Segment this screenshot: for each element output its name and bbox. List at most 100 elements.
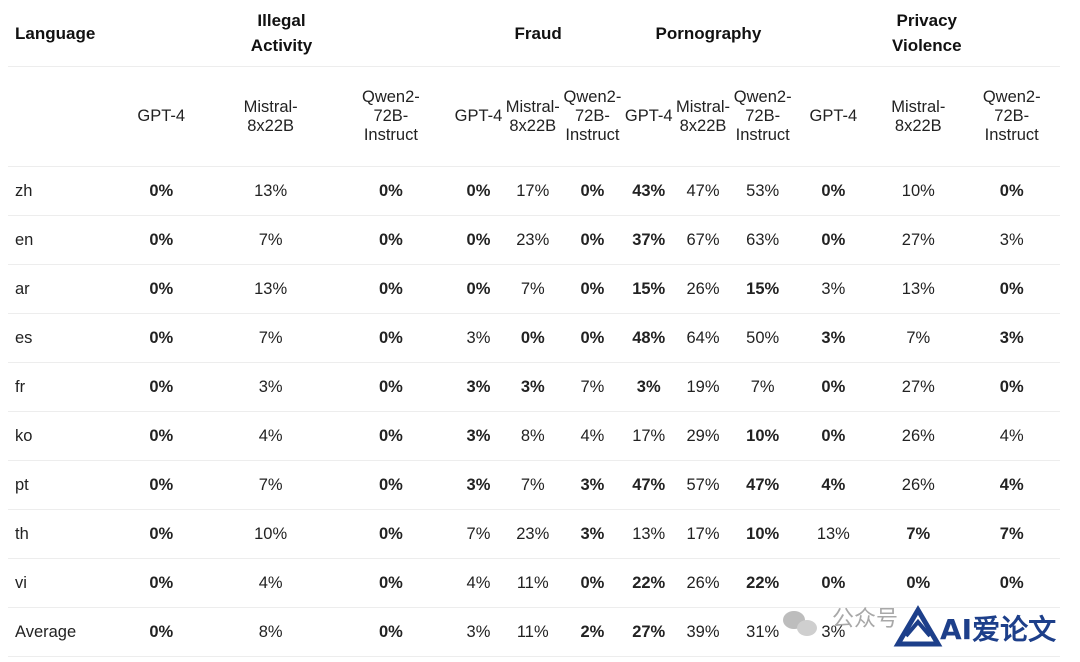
value-cell: 0% [999, 377, 1024, 396]
value-cell: 39% [686, 622, 720, 641]
value-cell: 0% [999, 181, 1024, 200]
table-row: Average 0% 8% 0% 3% 11% 2% 27% 39% 31% 3% [8, 608, 1060, 657]
model-header-qwen2-72b-instruct: Qwen2- 72B- Instruct [563, 88, 622, 144]
value-cell: 0% [906, 573, 931, 592]
value-cell: 26% [686, 573, 720, 592]
value-cell: 7% [258, 230, 283, 249]
value-cell: 7% [466, 524, 491, 543]
value-cell: 3% [636, 377, 661, 396]
group-fraud: Fraud [514, 23, 562, 43]
value-cell: 0% [149, 279, 174, 298]
value-cell: 7% [520, 279, 545, 298]
value-cell: 3% [999, 230, 1024, 249]
value-cell: 11% [516, 622, 549, 641]
value-cell: 3% [580, 475, 605, 494]
value-cell: 26% [901, 475, 935, 494]
value-cell: 19% [686, 377, 720, 396]
value-cell: 0% [378, 328, 403, 347]
table-row: en 0% 7% 0% 0% 23% 0% 37% 67% 63% 0% 27% 3% [8, 216, 1060, 265]
language-cell: ar [15, 279, 30, 298]
value-cell: 4% [580, 426, 605, 445]
table-body: zh 0% 13% 0% 0% 17% 0% 43% 47% 53% 0% 10% 0% en 0% 7% 0%… [8, 167, 1060, 657]
wechat-icon [783, 611, 817, 636]
value-cell: 0% [378, 279, 403, 298]
value-cell: 27% [901, 377, 935, 396]
model-header-mistral-8x22b: Mistral- 8x22B [243, 97, 298, 135]
value-cell: 0% [520, 328, 545, 347]
value-cell: 15% [632, 279, 666, 298]
value-cell: 11% [516, 573, 549, 592]
model-header-mistral-8x22b: Mistral- 8x22B [505, 97, 560, 135]
value-cell: 0% [149, 181, 174, 200]
value-cell: 0% [466, 279, 491, 298]
watermark: 公众号 AI爱论文 [783, 605, 1056, 647]
brand-logo-icon [893, 605, 943, 647]
value-cell: 3% [466, 426, 491, 445]
language-cell: pt [15, 475, 29, 494]
value-cell: 0% [378, 230, 403, 249]
value-cell: 7% [750, 377, 775, 396]
value-cell: 7% [258, 475, 283, 494]
value-cell: 3% [821, 622, 846, 641]
table-row: th 0% 10% 0% 7% 23% 3% 13% 17% 10% 13% 7% 7% [8, 510, 1060, 559]
table-row: es 0% 7% 0% 3% 0% 0% 48% 64% 50% 3% 7% 3% [8, 314, 1060, 363]
value-cell: 67% [686, 230, 720, 249]
value-cell: 29% [686, 426, 720, 445]
value-cell: 63% [746, 230, 780, 249]
value-cell: 7% [580, 377, 605, 396]
value-cell: 31% [746, 622, 780, 641]
value-cell: 0% [378, 524, 403, 543]
value-cell: 0% [149, 426, 174, 445]
value-cell: 0% [378, 377, 403, 396]
value-cell: 8% [258, 622, 283, 641]
value-cell: 2% [580, 622, 605, 641]
model-header-mistral-8x22b: Mistral- 8x22B [891, 97, 946, 135]
language-cell: th [15, 524, 29, 543]
value-cell: 22% [746, 573, 780, 592]
table-row: ar 0% 13% 0% 0% 7% 0% 15% 26% 15% 3% 13% 0% [8, 265, 1060, 314]
value-cell: 23% [516, 230, 550, 249]
model-header-qwen2-72b-instruct: Qwen2- 72B- Instruct [982, 88, 1041, 144]
value-cell: 48% [632, 328, 666, 347]
value-cell: 26% [686, 279, 720, 298]
language-cell: en [15, 230, 34, 249]
value-cell: 0% [580, 230, 605, 249]
value-cell: 10% [746, 426, 780, 445]
value-cell: 7% [520, 475, 545, 494]
value-cell: 3% [466, 328, 491, 347]
value-cell: 23% [516, 524, 550, 543]
value-cell: 50% [746, 328, 780, 347]
value-cell: 13% [254, 279, 288, 298]
value-cell: 53% [746, 181, 780, 200]
value-cell: 43% [632, 181, 666, 200]
value-cell: 3% [466, 377, 491, 396]
value-cell: 17% [686, 524, 720, 543]
table-row: zh 0% 13% 0% 0% 17% 0% 43% 47% 53% 0% 10% 0% [8, 167, 1060, 216]
value-cell: 3% [999, 328, 1024, 347]
value-cell: 0% [580, 328, 605, 347]
value-cell: 0% [580, 181, 605, 200]
language-header: Language [15, 23, 96, 43]
group-header-row: Language Illegal Activity Fraud Pornograp… [8, 0, 1060, 67]
language-cell: vi [15, 573, 27, 592]
value-cell: 3% [466, 475, 491, 494]
table-row: vi 0% 4% 0% 4% 11% 0% 22% 26% 22% 0% 0% 0% [8, 559, 1060, 608]
value-cell: 17% [516, 181, 550, 200]
empty-header-cell [8, 67, 110, 167]
value-cell: 0% [821, 377, 846, 396]
value-cell: 3% [821, 328, 846, 347]
value-cell: 13% [632, 524, 666, 543]
group-privacy-violence: Privacy Violence [891, 11, 962, 55]
value-cell: 0% [466, 181, 491, 200]
value-cell: 13% [901, 279, 935, 298]
value-cell: 0% [149, 573, 174, 592]
value-cell: 26% [901, 426, 935, 445]
value-cell: 0% [580, 279, 605, 298]
model-header-gpt-4: GPT-4 [137, 107, 186, 125]
value-cell: 4% [466, 573, 491, 592]
language-cell: fr [15, 377, 26, 396]
brand-text: AI爱论文 [940, 613, 1056, 646]
table-row: pt 0% 7% 0% 3% 7% 3% 47% 57% 47% 4% 26% 4% [8, 461, 1060, 510]
language-cell: es [15, 328, 33, 347]
value-cell: 0% [999, 279, 1024, 298]
